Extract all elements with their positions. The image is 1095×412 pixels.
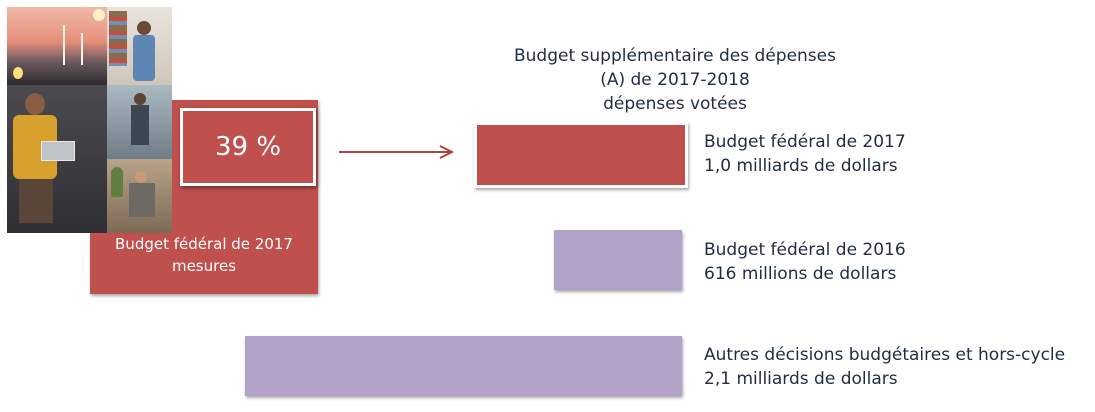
measures-label-line-2: mesures	[171, 257, 237, 275]
bar-other-decisions	[245, 336, 682, 396]
plant-icon	[111, 167, 123, 197]
people-photo-collage	[7, 7, 172, 233]
bookshelf-icon	[109, 11, 127, 66]
bar-label-budget-2017-amount: 1,0 milliards de dollars	[704, 156, 898, 176]
landscape-tile	[7, 7, 107, 85]
seated-man-head	[135, 171, 147, 183]
bar-budget-2016	[554, 230, 682, 290]
man-head	[134, 93, 146, 105]
wind-turbine-icon	[81, 33, 83, 65]
bar-label-other-decisions: Autres décisions budgétaires et hors-cyc…	[704, 343, 1065, 391]
bar-label-budget-2016-amount: 616 millions de dollars	[704, 264, 897, 284]
percent-callout: 39 %	[180, 108, 316, 186]
chart-title-line-1: Budget supplémentaire des dépenses	[514, 46, 836, 66]
person-icon	[137, 21, 151, 35]
wind-turbine-icon	[63, 25, 65, 65]
woman-legs	[19, 179, 53, 223]
sun-icon	[93, 9, 105, 21]
measures-label-line-1: Budget fédéral de 2017	[115, 235, 293, 253]
bar-label-budget-2017-category: Budget fédéral de 2017	[704, 132, 906, 152]
bar-label-budget-2016-category: Budget fédéral de 2016	[704, 240, 906, 260]
bar-label-budget-2017: Budget fédéral de 2017 1,0 milliards de …	[704, 130, 906, 178]
bar-label-other-decisions-amount: 2,1 milliards de dollars	[704, 369, 898, 389]
woman-head	[25, 93, 45, 115]
chart-title-line-3: dépenses votées	[603, 94, 747, 114]
bar-budget-2017	[474, 122, 688, 188]
bar-label-other-decisions-category: Autres décisions budgétaires et hors-cyc…	[704, 345, 1066, 365]
measures-label: Budget fédéral de 2017 mesures	[92, 233, 316, 277]
arrow-right-icon	[339, 145, 455, 159]
percent-value: 39 %	[214, 132, 282, 162]
lightbulb-icon	[13, 67, 23, 79]
chart-title: Budget supplémentaire des dépenses (A) d…	[470, 44, 880, 116]
bar-label-budget-2016: Budget fédéral de 2016 616 millions de d…	[704, 238, 906, 286]
person-body	[133, 35, 155, 81]
seated-man-body	[129, 183, 155, 217]
man-body	[131, 105, 149, 145]
laptop-icon	[41, 141, 75, 161]
chart-title-line-2: (A) de 2017-2018	[600, 70, 750, 90]
